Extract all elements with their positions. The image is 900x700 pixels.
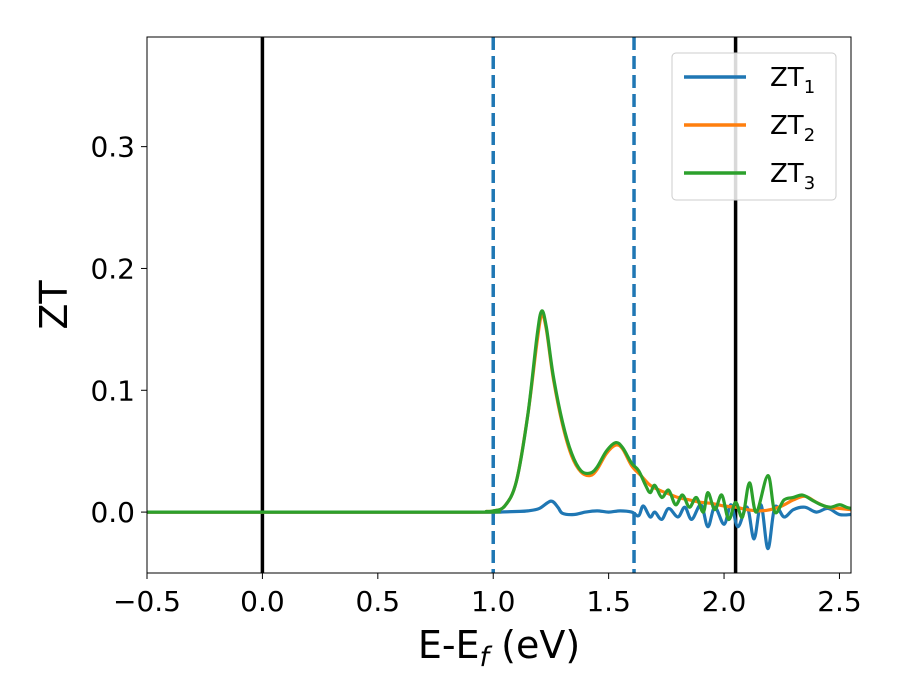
x-tick-label: −0.5 [113,585,181,618]
y-axis-ticks: 0.0 0.1 0.2 0.3 [90,131,147,529]
series-line-zt3 [147,309,851,522]
y-tick-label: 0.1 [90,374,135,407]
series-line-zt2 [147,312,851,514]
y-axis-label: ZT [32,280,76,330]
y-tick-label: 0.0 [90,496,135,529]
legend-label-zt1: ZT1 [770,63,815,98]
legend-label-zt2: ZT2 [770,111,815,146]
x-tick-label: 2.5 [817,585,862,618]
x-tick-label: 0.5 [356,585,401,618]
legend-box [671,52,837,201]
y-tick-label: 0.3 [90,131,135,164]
y-tick-label: 0.2 [90,252,135,285]
x-tick-label: 0.0 [240,585,285,618]
x-tick-label: 1.0 [471,585,516,618]
legend-label-zt3: ZT3 [770,159,815,194]
x-tick-label: 2.0 [702,585,747,618]
x-axis-label: E-Ef (eV) [418,623,580,673]
x-axis-ticks: −0.5 0.0 0.5 1.0 1.5 2.0 2.5 [113,573,862,618]
x-tick-label: 1.5 [586,585,631,618]
legend: ZT1 ZT2 ZT3 [671,52,837,201]
plot-frame [146,36,852,574]
